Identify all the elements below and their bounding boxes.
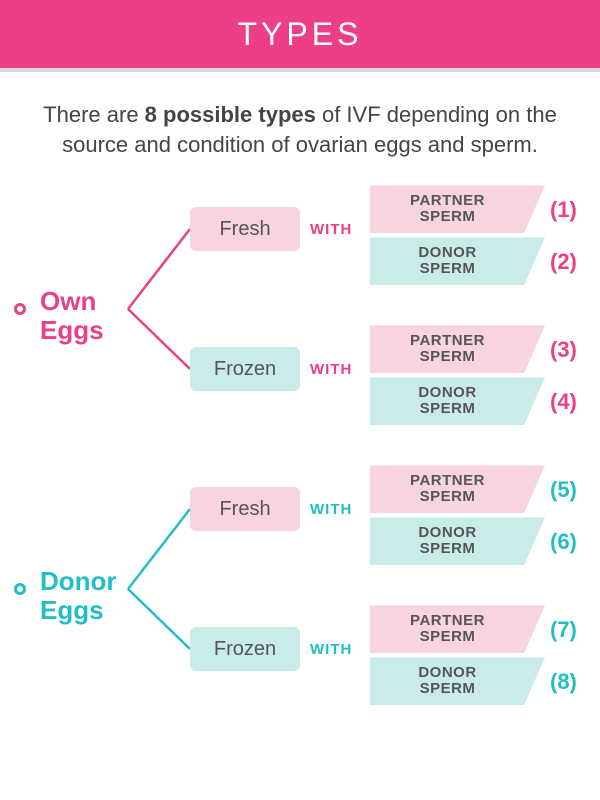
header-banner: TYPES <box>0 0 600 68</box>
type-number-7: (7) <box>550 617 577 643</box>
condition-donor-1: Frozen <box>190 627 300 671</box>
egg-dot-donor <box>14 583 26 595</box>
with-label-own-0: WITH <box>310 221 352 238</box>
type-number-5: (5) <box>550 477 577 503</box>
condition-own-1: Frozen <box>190 347 300 391</box>
egg-label-donor: DonorEggs <box>40 567 117 624</box>
with-label-own-1: WITH <box>310 361 352 378</box>
type-number-2: (2) <box>550 249 577 275</box>
sperm-box-donor-0-1: DONORSPERM <box>370 517 545 565</box>
sperm-box-donor-1-1: DONORSPERM <box>370 657 545 705</box>
type-number-6: (6) <box>550 529 577 555</box>
sperm-box-donor-0-0: PARTNERSPERM <box>370 465 545 513</box>
intro-pre: There are <box>43 102 145 127</box>
egg-label-own: OwnEggs <box>40 287 104 344</box>
condition-own-0: Fresh <box>190 207 300 251</box>
sperm-box-own-0-0: PARTNERSPERM <box>370 185 545 233</box>
type-number-3: (3) <box>550 337 577 363</box>
header-title: TYPES <box>238 16 363 53</box>
tree-diagram: OwnEggsFreshWITHPARTNERSPERM(1)DONORSPER… <box>0 179 600 739</box>
with-label-donor-0: WITH <box>310 501 352 518</box>
sperm-box-own-1-1: DONORSPERM <box>370 377 545 425</box>
intro-text: There are 8 possible types of IVF depend… <box>0 72 600 179</box>
sperm-box-own-1-0: PARTNERSPERM <box>370 325 545 373</box>
intro-bold: 8 possible types <box>145 102 316 127</box>
type-number-4: (4) <box>550 389 577 415</box>
type-number-1: (1) <box>550 197 577 223</box>
egg-dot-own <box>14 303 26 315</box>
sperm-box-own-0-1: DONORSPERM <box>370 237 545 285</box>
sperm-box-donor-1-0: PARTNERSPERM <box>370 605 545 653</box>
type-number-8: (8) <box>550 669 577 695</box>
condition-donor-0: Fresh <box>190 487 300 531</box>
with-label-donor-1: WITH <box>310 641 352 658</box>
